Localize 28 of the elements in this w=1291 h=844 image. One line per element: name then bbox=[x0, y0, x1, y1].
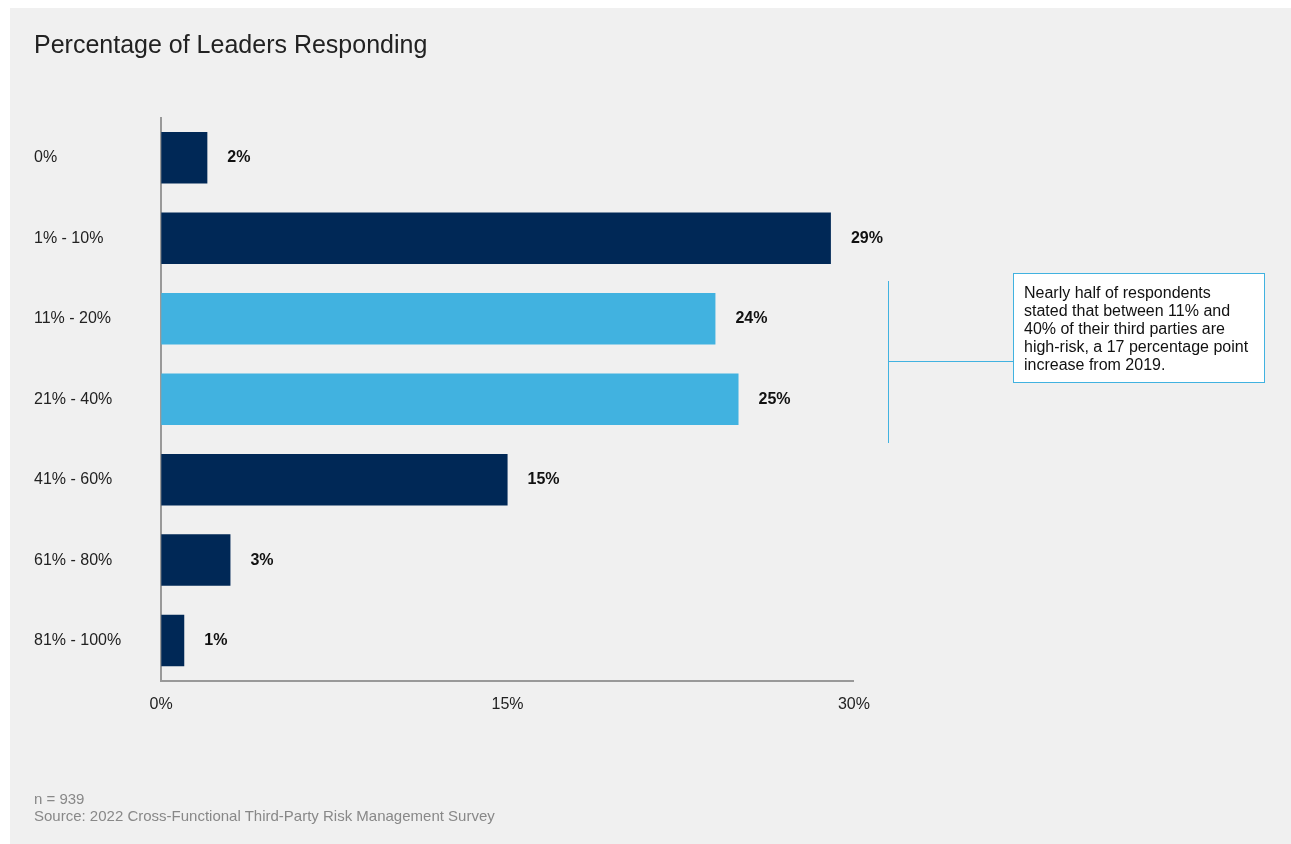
bar bbox=[161, 373, 739, 425]
chart-title: Percentage of Leaders Responding bbox=[34, 30, 428, 59]
text: Nearly half of respondents stated that between 11% and 40% of their third parties are high-risk, a 17 percentage point increase from 2019. bbox=[1013, 273, 1265, 383]
data-label: 15% bbox=[527, 470, 560, 488]
bar bbox=[161, 212, 831, 265]
bar bbox=[161, 132, 208, 184]
bar bbox=[161, 614, 185, 667]
x-tick-label: 15% bbox=[491, 694, 524, 712]
data-label: 2% bbox=[227, 148, 251, 166]
data-label: 3% bbox=[250, 550, 274, 568]
bar bbox=[161, 534, 231, 586]
source-note: Source: 2022 Cross-Functional Third-Party Risk Management Survey bbox=[34, 807, 495, 824]
data-label: 29% bbox=[850, 228, 883, 246]
y-tick-label: 1% - 10% bbox=[34, 228, 104, 246]
data-label: 1% bbox=[204, 630, 228, 648]
y-tick-label: 0% bbox=[34, 148, 58, 166]
x-tick-label: 30% bbox=[837, 694, 870, 712]
y-tick-label: 11% - 20% bbox=[34, 309, 112, 327]
text: n = 939 bbox=[34, 790, 85, 807]
y-tick-label: 61% - 80% bbox=[34, 550, 113, 568]
bar bbox=[161, 293, 716, 345]
x-tick-label: 0% bbox=[149, 694, 173, 712]
y-tick-label: 21% - 40% bbox=[34, 389, 113, 407]
data-label: 25% bbox=[758, 389, 791, 407]
y-tick-label: 81% - 100% bbox=[34, 630, 122, 648]
bar bbox=[161, 453, 508, 506]
y-tick-label: 41% - 60% bbox=[34, 470, 113, 488]
data-label: 24% bbox=[735, 309, 768, 327]
